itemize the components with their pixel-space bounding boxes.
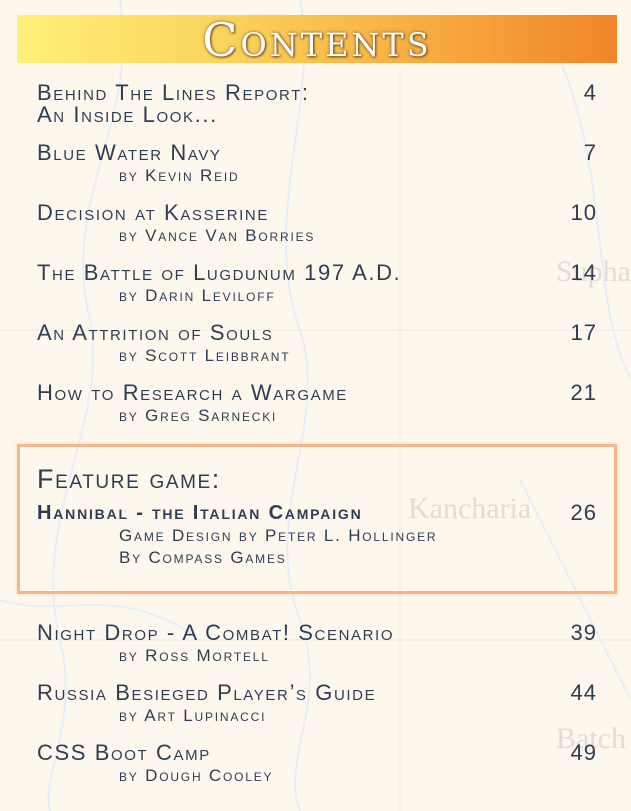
title-banner: Contents xyxy=(17,15,617,63)
map-label: Supha xyxy=(556,255,631,288)
feature-credit: By Compass Games xyxy=(119,548,287,567)
page-number: 49 xyxy=(570,740,597,765)
page-number: 26 xyxy=(570,500,597,525)
entry-byline: by Scott Leibbrant xyxy=(119,346,291,365)
page-number: 4 xyxy=(583,80,597,105)
page-number: 21 xyxy=(570,380,597,405)
page-number: 39 xyxy=(570,620,597,645)
entry-title: How to Research a Wargame xyxy=(37,380,348,405)
map-label: Kancharia xyxy=(408,492,532,525)
entry-title: Russia Besieged Player’s Guide xyxy=(37,680,377,705)
feature-heading: Feature game: xyxy=(37,464,221,494)
entry-title: Behind The Lines Report: xyxy=(37,80,310,105)
page-number: 10 xyxy=(570,200,597,225)
feature-box xyxy=(17,444,617,594)
entry-byline: by Kevin Reid xyxy=(119,166,240,185)
entry-title: An Inside Look... xyxy=(37,102,218,127)
entry-byline: by Greg Sarnecki xyxy=(119,406,278,425)
feature-credit: Game Design by Peter L. Hollinger xyxy=(119,526,438,545)
entry-title: CSS Boot Camp xyxy=(37,740,211,765)
entry-byline: by Vance Van Borries xyxy=(119,226,316,245)
feature-title: Hannibal - the Italian Campaign xyxy=(37,502,363,524)
page-number: 7 xyxy=(583,140,597,165)
map-label: Batch xyxy=(556,722,626,755)
entry-byline: by Ross Mortell xyxy=(119,646,270,665)
page-number: 14 xyxy=(570,260,597,285)
page-number: 44 xyxy=(570,680,597,705)
entry-byline: by Darin Leviloff xyxy=(119,286,276,305)
page-title: Contents xyxy=(202,13,432,67)
entry-title: The Battle of Lugdunum 197 A.D. xyxy=(37,260,402,285)
entry-byline: by Art Lupinacci xyxy=(119,706,267,725)
entry-title: Night Drop - A Combat! Scenario xyxy=(37,620,395,645)
entry-title: An Attrition of Souls xyxy=(37,320,274,345)
page-number: 17 xyxy=(570,320,597,345)
entry-title: Decision at Kasserine xyxy=(37,200,269,225)
entry-byline: by Dough Cooley xyxy=(119,766,274,785)
entry-title: Blue Water Navy xyxy=(37,140,222,165)
